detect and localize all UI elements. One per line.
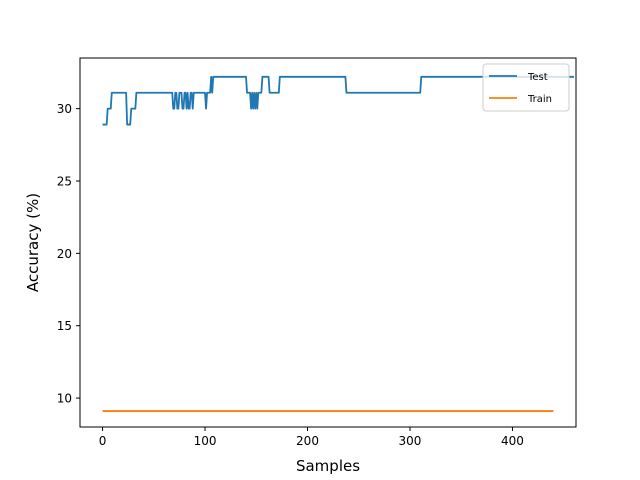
- legend-label-train: Train: [527, 94, 552, 105]
- x-axis-ticks: 0 100 200 300 400: [99, 427, 524, 448]
- y-axis-ticks: 10 15 20 25 30: [57, 102, 80, 406]
- y-axis-label: Accuracy (%): [24, 193, 42, 292]
- x-tick-label: 100: [194, 434, 217, 448]
- x-tick-label: 400: [501, 434, 524, 448]
- legend-box: [482, 63, 570, 112]
- x-tick-label: 200: [296, 434, 319, 448]
- plot-frame: [79, 57, 577, 428]
- series-line-test: [102, 75, 574, 126]
- series-layer: [102, 75, 574, 412]
- y-tick-label: 30: [57, 102, 72, 116]
- y-tick-label: 15: [57, 319, 72, 333]
- x-tick-label: 0: [99, 434, 107, 448]
- y-tick-label: 10: [57, 392, 72, 406]
- x-axis-label: Samples: [296, 457, 360, 475]
- y-tick-label: 25: [57, 175, 72, 189]
- legend: Test Train: [482, 63, 570, 112]
- x-tick-label: 300: [399, 434, 422, 448]
- legend-label-test: Test: [527, 72, 548, 83]
- y-tick-label: 20: [57, 247, 72, 261]
